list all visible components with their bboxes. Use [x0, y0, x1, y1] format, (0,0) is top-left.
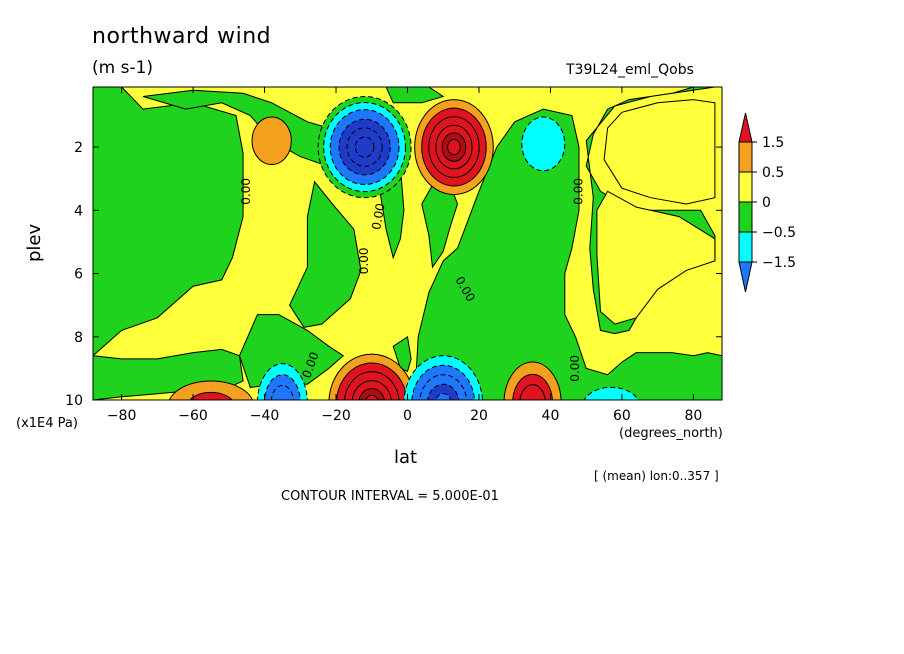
y-tick-label: 10: [65, 393, 83, 409]
negative-contour: [521, 116, 566, 172]
x-tick-label: −80: [107, 408, 137, 424]
x-tick-label: 40: [542, 408, 560, 424]
colorbar-swatch: [738, 231, 753, 263]
contour-label: 0.00: [568, 355, 582, 382]
negative-contour: [427, 383, 460, 400]
y-axis-unit: (x1E4 Pa): [16, 416, 78, 431]
colorbar: 1.5 0.5 0 −0.5 −1.5: [738, 112, 796, 293]
positive-region: [603, 99, 716, 205]
x-tick-label: 80: [684, 408, 702, 424]
colorbar-swatch: [738, 171, 753, 203]
negative-contour: [354, 136, 375, 158]
negative-region: [385, 87, 445, 104]
y-tick-label: 8: [74, 330, 83, 346]
colorbar-label: −1.5: [762, 255, 796, 271]
x-axis-unit: (degrees_north): [619, 426, 723, 441]
positive-contour: [447, 138, 461, 156]
contour-label: 0.00: [357, 248, 371, 275]
positive-contour: [189, 391, 233, 400]
negative-region: [289, 180, 362, 328]
mean-note: [ (mean) lon:0..357 ]: [594, 469, 719, 483]
contour-label: 0.00: [572, 178, 586, 205]
colorbar-swatch: [738, 201, 753, 233]
colorbar-label: 0.5: [762, 165, 784, 181]
colorbar-label: 1.5: [762, 135, 784, 151]
colorbar-swatch: [738, 141, 753, 173]
contour-field: 0.000.000.000.000.000.00 0.00: [93, 87, 722, 400]
colorbar-swatch: [738, 261, 753, 293]
x-tick-label: 20: [470, 408, 488, 424]
positive-contour: [364, 394, 379, 400]
contour-label: 0.00: [239, 178, 253, 205]
positive-contour: [358, 387, 385, 400]
contour-label: 0.00: [369, 202, 387, 231]
chart-units: (m s-1): [92, 58, 154, 78]
negative-contour: [435, 393, 452, 400]
x-tick-label: −60: [178, 408, 208, 424]
positive-contour: [519, 384, 546, 400]
x-axis-label: lat: [394, 447, 418, 468]
x-tick-label: −20: [321, 408, 351, 424]
negative-contour: [583, 386, 639, 400]
y-tick-label: 2: [74, 140, 83, 156]
y-axis-ticks: 2 4 6 8 10: [65, 140, 722, 409]
x-tick-label: 60: [613, 408, 631, 424]
colorbar-swatch: [738, 112, 753, 143]
y-tick-label: 4: [74, 203, 83, 219]
chart-title: northward wind: [92, 24, 272, 49]
x-tick-label: −40: [250, 408, 280, 424]
positive-contour: [351, 380, 392, 400]
positive-contour: [168, 380, 253, 400]
y-tick-label: 6: [74, 267, 83, 283]
negative-region: [414, 108, 722, 400]
run-label: T39L24_eml_Qobs: [566, 62, 694, 78]
negative-region: [93, 87, 244, 357]
x-axis-ticks: −80 −60 −40 −20 0 20 40 60 80: [107, 87, 702, 424]
positive-region: [596, 190, 716, 325]
colorbar-label: 0: [762, 195, 771, 211]
positive-contour: [251, 116, 292, 165]
negative-contour: [270, 384, 294, 400]
x-tick-label: 0: [403, 408, 412, 424]
contour-interval-note: CONTOUR INTERVAL = 5.000E-01: [281, 489, 499, 504]
colorbar-label: −0.5: [762, 225, 796, 241]
negative-contour: [419, 374, 468, 400]
negative-region: [392, 335, 412, 373]
